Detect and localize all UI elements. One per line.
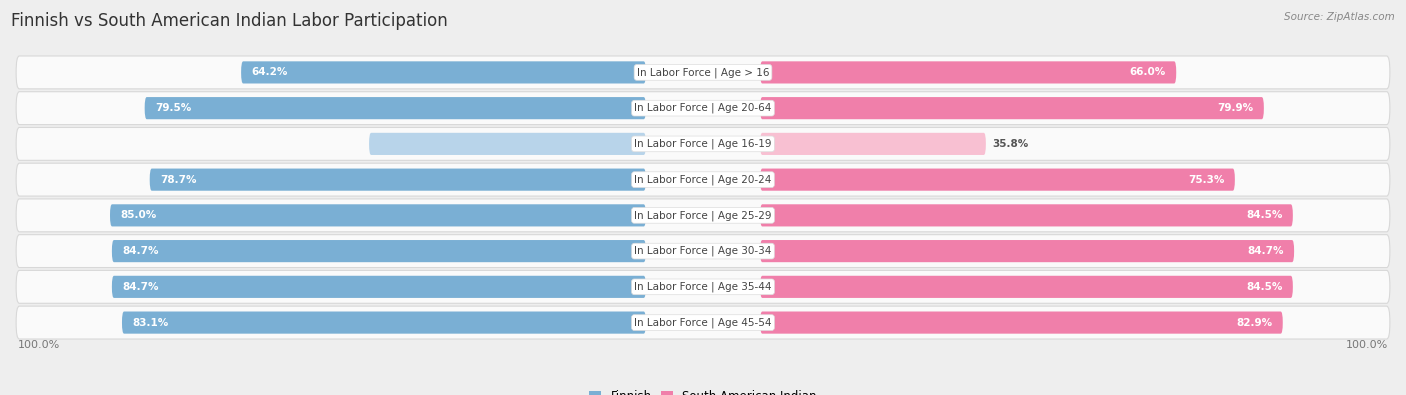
FancyBboxPatch shape <box>122 312 645 334</box>
Text: In Labor Force | Age 25-29: In Labor Force | Age 25-29 <box>634 210 772 221</box>
FancyBboxPatch shape <box>15 56 1391 89</box>
FancyBboxPatch shape <box>370 133 645 155</box>
FancyBboxPatch shape <box>761 276 1294 298</box>
Text: 78.7%: 78.7% <box>160 175 197 184</box>
FancyBboxPatch shape <box>145 97 645 119</box>
FancyBboxPatch shape <box>15 128 1391 160</box>
Text: 64.2%: 64.2% <box>252 68 288 77</box>
Text: In Labor Force | Age 16-19: In Labor Force | Age 16-19 <box>634 139 772 149</box>
Text: In Labor Force | Age 35-44: In Labor Force | Age 35-44 <box>634 282 772 292</box>
FancyBboxPatch shape <box>15 163 1391 196</box>
Text: Finnish vs South American Indian Labor Participation: Finnish vs South American Indian Labor P… <box>11 12 449 30</box>
Text: 85.0%: 85.0% <box>121 211 156 220</box>
Text: 66.0%: 66.0% <box>1129 68 1166 77</box>
Text: 84.5%: 84.5% <box>1246 211 1282 220</box>
FancyBboxPatch shape <box>15 92 1391 124</box>
FancyBboxPatch shape <box>112 240 645 262</box>
FancyBboxPatch shape <box>149 169 645 191</box>
Text: 100.0%: 100.0% <box>1347 340 1389 350</box>
FancyBboxPatch shape <box>15 235 1391 267</box>
Text: Source: ZipAtlas.com: Source: ZipAtlas.com <box>1284 12 1395 22</box>
FancyBboxPatch shape <box>761 97 1264 119</box>
Text: In Labor Force | Age > 16: In Labor Force | Age > 16 <box>637 67 769 78</box>
Text: 79.5%: 79.5% <box>155 103 191 113</box>
Text: 35.8%: 35.8% <box>993 139 1029 149</box>
FancyBboxPatch shape <box>112 276 645 298</box>
FancyBboxPatch shape <box>761 169 1234 191</box>
FancyBboxPatch shape <box>15 271 1391 303</box>
Text: In Labor Force | Age 20-24: In Labor Force | Age 20-24 <box>634 174 772 185</box>
FancyBboxPatch shape <box>761 312 1282 334</box>
FancyBboxPatch shape <box>110 204 645 226</box>
Text: In Labor Force | Age 20-64: In Labor Force | Age 20-64 <box>634 103 772 113</box>
Text: 43.9%: 43.9% <box>652 139 689 149</box>
Text: 82.9%: 82.9% <box>1236 318 1272 327</box>
FancyBboxPatch shape <box>761 61 1177 83</box>
Text: 79.9%: 79.9% <box>1218 103 1254 113</box>
Text: 100.0%: 100.0% <box>17 340 59 350</box>
Text: In Labor Force | Age 30-34: In Labor Force | Age 30-34 <box>634 246 772 256</box>
Text: 84.7%: 84.7% <box>1247 246 1284 256</box>
Text: In Labor Force | Age 45-54: In Labor Force | Age 45-54 <box>634 317 772 328</box>
Text: 84.7%: 84.7% <box>122 246 159 256</box>
FancyBboxPatch shape <box>761 204 1294 226</box>
Text: 75.3%: 75.3% <box>1188 175 1225 184</box>
Text: 84.7%: 84.7% <box>122 282 159 292</box>
Legend: Finnish, South American Indian: Finnish, South American Indian <box>585 385 821 395</box>
FancyBboxPatch shape <box>15 306 1391 339</box>
FancyBboxPatch shape <box>761 240 1294 262</box>
FancyBboxPatch shape <box>761 133 986 155</box>
Text: 84.5%: 84.5% <box>1246 282 1282 292</box>
FancyBboxPatch shape <box>15 199 1391 232</box>
FancyBboxPatch shape <box>240 61 645 83</box>
Text: 83.1%: 83.1% <box>132 318 169 327</box>
